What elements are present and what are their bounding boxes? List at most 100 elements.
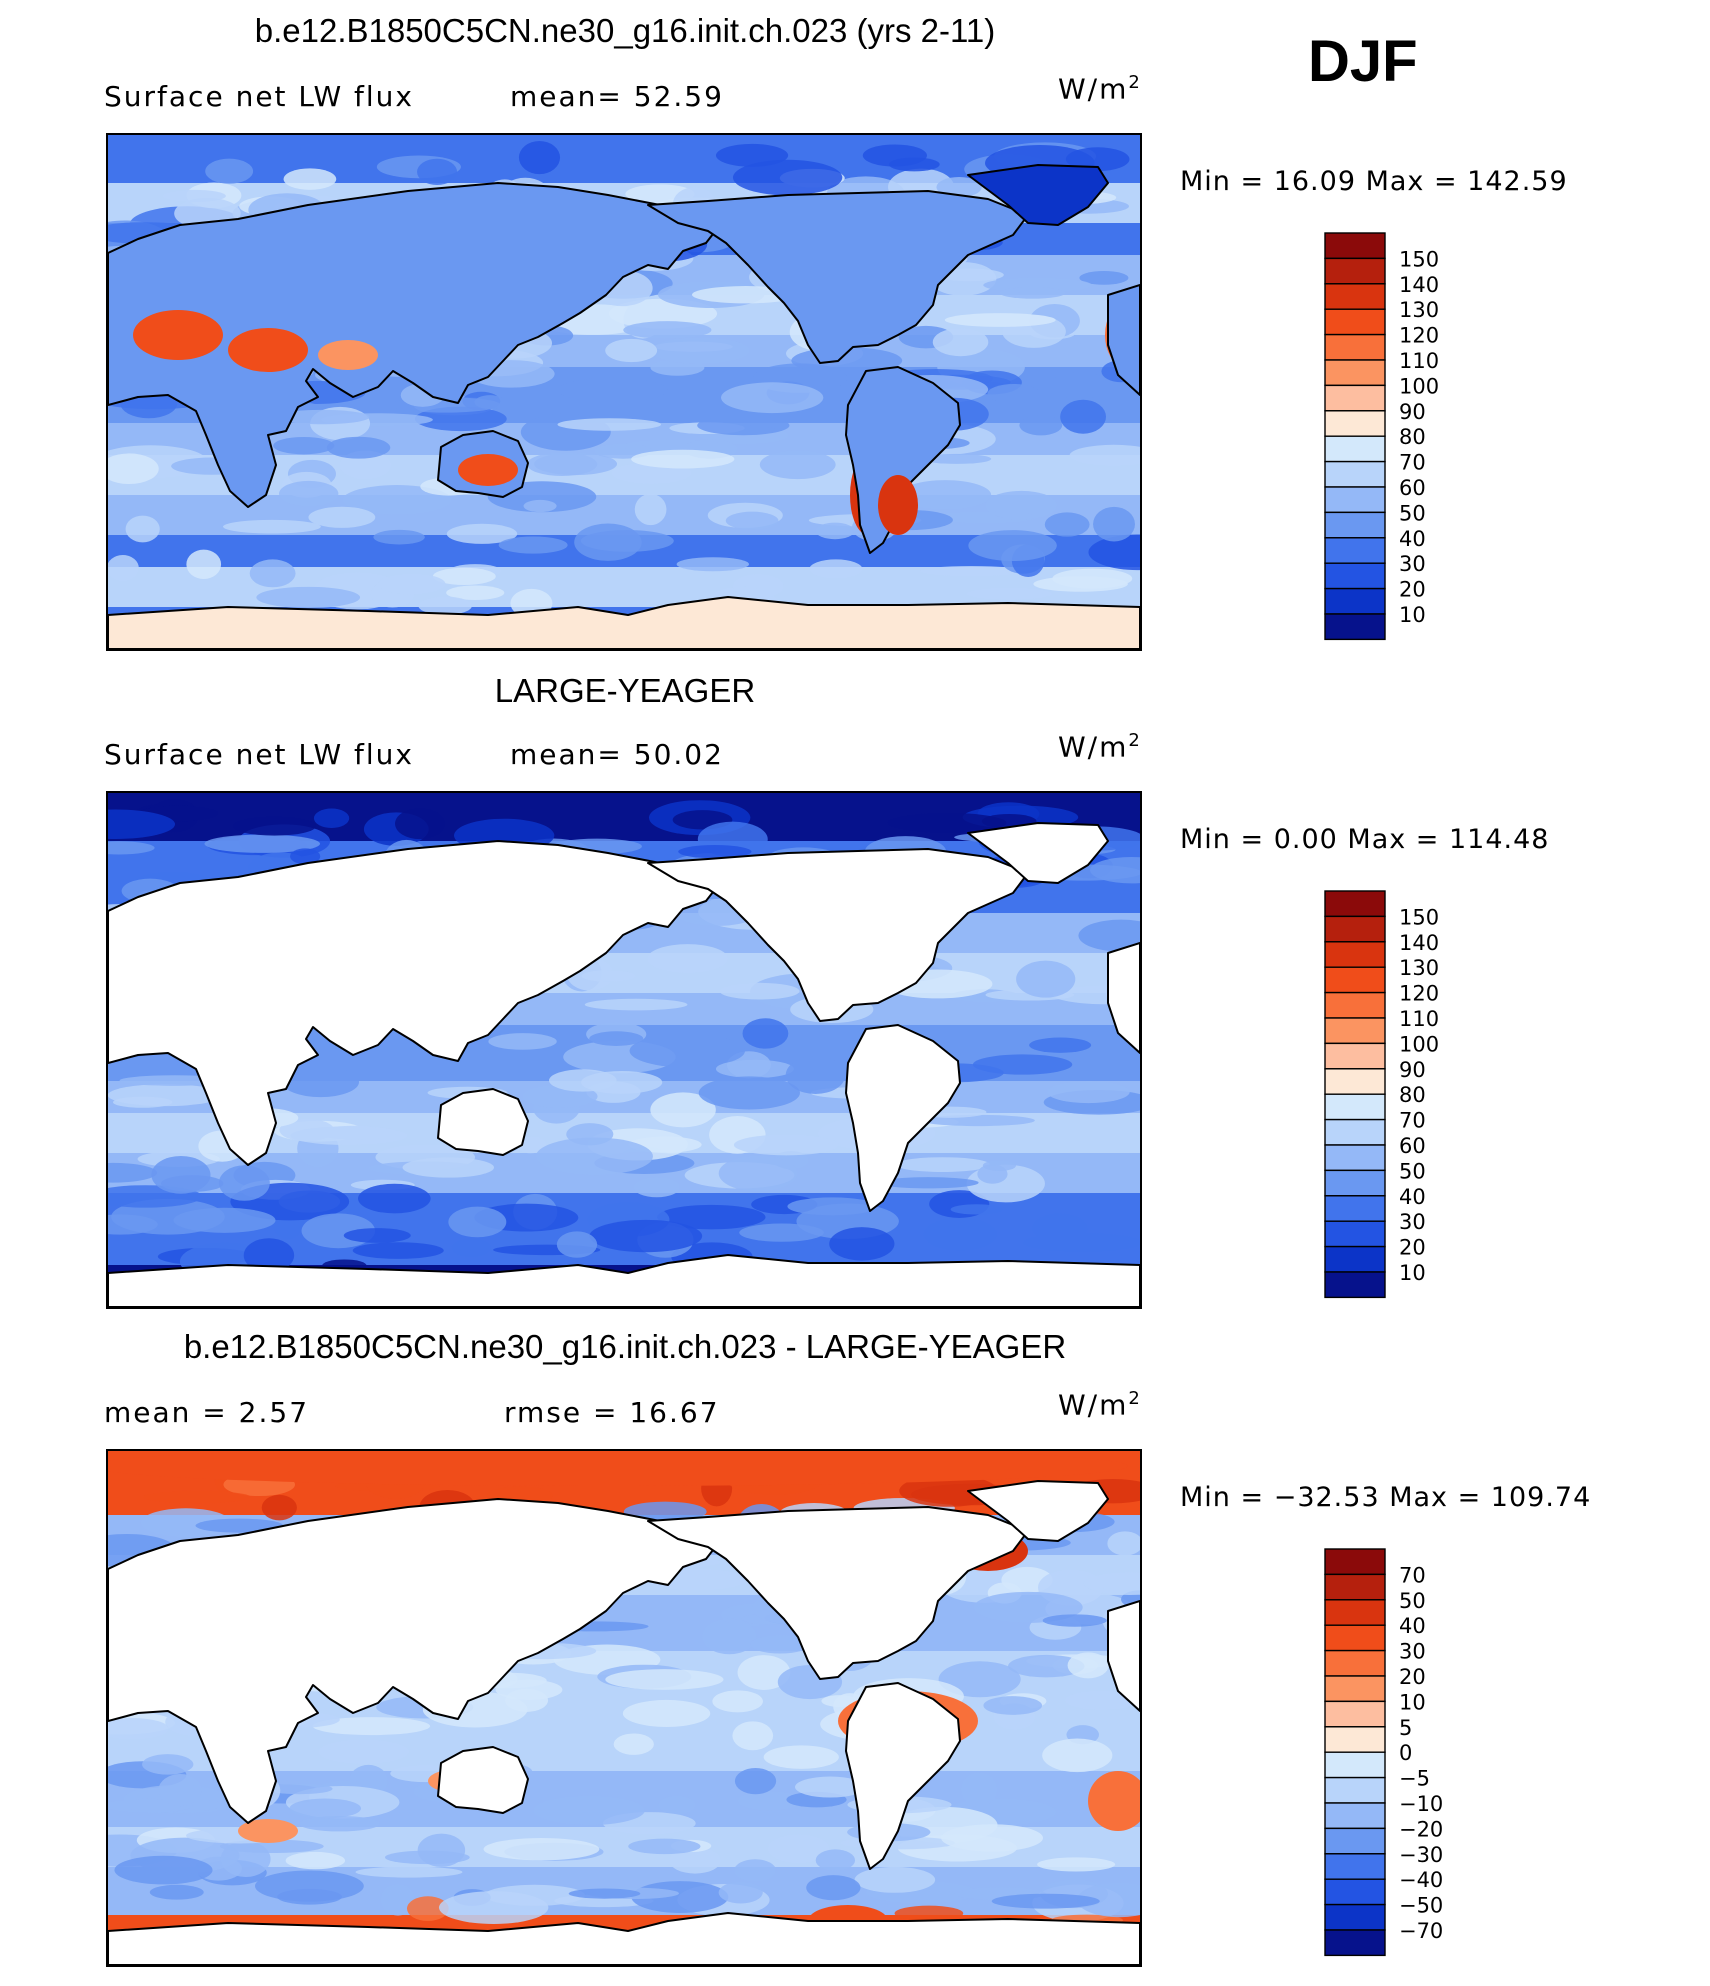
colorbar-swatch <box>1324 1751 1386 1779</box>
field-patch <box>1065 147 1130 172</box>
field-band <box>108 1851 1140 1860</box>
field-band <box>108 1883 1140 1892</box>
continent-southAmerica <box>845 1682 961 1870</box>
field-patch <box>628 1838 701 1855</box>
colorbar-swatch <box>1324 410 1386 437</box>
field-patch <box>1093 506 1135 542</box>
colorbar-tick-label: 90 <box>1399 1058 1426 1082</box>
colorbar-tick-label: −40 <box>1399 1868 1443 1892</box>
continent-southAmerica <box>845 1024 961 1212</box>
field-patch <box>523 499 557 513</box>
field-band <box>108 183 1140 192</box>
field-patch <box>733 1134 839 1156</box>
field-band <box>108 1835 1140 1844</box>
field-patch <box>982 1160 1017 1172</box>
field-band <box>108 135 1140 144</box>
field-band <box>108 1491 1140 1500</box>
field-patch <box>613 1733 654 1755</box>
field-band <box>108 559 1140 568</box>
field-band <box>108 1875 1140 1884</box>
field-patch <box>173 1207 276 1233</box>
field-band <box>108 1257 1140 1266</box>
field-patch <box>556 1231 598 1258</box>
panel1-units: W/m2 <box>1058 72 1142 106</box>
field-patch <box>584 998 688 1011</box>
field-patch <box>243 1238 295 1273</box>
field-band <box>108 487 1140 496</box>
field-patch <box>1019 415 1063 436</box>
field-band <box>108 825 1140 834</box>
field-patch <box>446 585 505 601</box>
field-patch <box>737 1655 791 1690</box>
field-patch <box>763 1745 839 1769</box>
field-band <box>108 455 1140 464</box>
colorbar-tick-label: −30 <box>1399 1843 1443 1867</box>
field-patch <box>384 1850 470 1865</box>
field-patch <box>535 1137 653 1176</box>
field-band <box>108 407 1140 416</box>
field-band <box>108 191 1140 200</box>
colorbar-swatch <box>1324 1700 1386 1728</box>
field-band <box>108 1859 1140 1868</box>
panel3-map <box>106 1449 1142 1967</box>
field-patch <box>721 382 824 414</box>
field-band <box>108 151 1140 160</box>
field-patch <box>108 1162 158 1183</box>
field-patch <box>290 848 321 865</box>
continent-antarctica <box>108 1254 1140 1307</box>
field-patch <box>991 1893 1100 1909</box>
field-patch <box>1042 1738 1113 1773</box>
field-patch <box>767 1834 830 1864</box>
colorbar-tick-label: 10 <box>1399 1690 1426 1714</box>
field-patch <box>249 559 296 588</box>
field-patch <box>279 480 339 507</box>
field-patch <box>342 485 452 515</box>
field-band <box>108 1265 1140 1274</box>
field-patch <box>698 1076 800 1110</box>
field-patch <box>108 809 176 839</box>
field-patch <box>809 559 863 579</box>
field-band <box>108 159 1140 168</box>
field-band <box>108 167 1140 176</box>
continent-africaEurasia <box>108 840 721 1166</box>
colorbar-swatch <box>1324 257 1386 285</box>
colorbar-swatch <box>1324 435 1386 463</box>
colorbar-swatch <box>1324 941 1386 968</box>
field-patch <box>985 490 1058 520</box>
field-patch <box>283 168 337 190</box>
field-patch <box>265 1783 333 1795</box>
field-patch <box>285 1851 346 1870</box>
field-patch <box>718 1881 763 1904</box>
field-patch <box>108 841 155 855</box>
field-patch <box>446 523 518 544</box>
field-patch <box>488 1033 557 1050</box>
continent-africaEurasia <box>108 1498 721 1824</box>
field-patch <box>894 1905 964 1922</box>
field-patch <box>1044 512 1090 537</box>
colorbar-swatch <box>1324 537 1386 564</box>
panel2-mean: mean= 50.02 <box>510 738 724 771</box>
continent-greenland <box>967 1480 1109 1542</box>
field-band <box>108 937 1140 946</box>
field-patch <box>968 530 1057 562</box>
colorbar-tick-label: −70 <box>1399 1919 1443 1943</box>
colorbar-swatch <box>1324 1853 1386 1880</box>
field-band <box>108 1483 1140 1492</box>
panel2-map <box>106 791 1142 1309</box>
colorbar-tick-label: 10 <box>1399 1261 1426 1285</box>
field-band <box>108 599 1140 608</box>
panel3-colorbar: 70 50 40 30 20 10 5 0 −5 −10 −20 −30 −40 −50 −70 <box>1324 1548 1443 1957</box>
colorbar-tick-label: 20 <box>1399 1236 1426 1260</box>
panel1-variable-label: Surface net LW flux <box>104 80 414 113</box>
field-patch <box>920 566 1023 577</box>
colorbar-tick-label: 30 <box>1399 552 1426 576</box>
land-hotspot <box>318 340 378 370</box>
field-hotspot <box>1088 1771 1140 1831</box>
field-patch <box>438 1891 549 1924</box>
colorbar-swatch <box>1324 308 1386 336</box>
colorbar-swatch <box>1324 511 1386 539</box>
colorbar-tick-label: 40 <box>1399 1185 1426 1209</box>
field-patch <box>634 493 667 526</box>
colorbar-tick-label: 150 <box>1399 905 1439 929</box>
continent-australia <box>437 1088 529 1156</box>
